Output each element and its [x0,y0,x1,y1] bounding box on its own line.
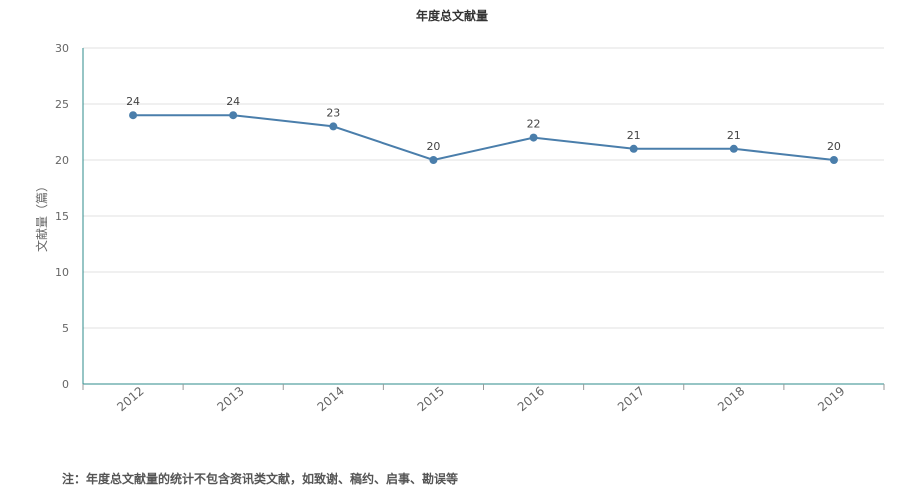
y-tick-label: 20 [55,154,69,167]
series-line-group [133,114,835,162]
y-tick-labels: 0 5 10 15 20 25 30 [55,42,69,391]
data-label: 21 [627,129,641,142]
y-tick-label: 10 [55,266,69,279]
x-tick-label: 2015 [415,384,447,414]
data-label: 23 [326,106,340,119]
data-label: 24 [226,95,240,108]
data-label: 20 [426,140,440,153]
y-tick-label: 5 [62,322,69,335]
x-tick-label: 2012 [114,384,146,414]
data-point [229,111,238,120]
x-tick-label: 2017 [615,384,647,414]
x-tick-label: 2014 [315,384,347,414]
y-tick-label: 0 [62,378,69,391]
data-label: 20 [827,140,841,153]
data-point [429,156,438,164]
x-tick-label: 2018 [715,384,747,414]
gridlines [83,47,884,329]
x-tick-labels: 2012 2013 2014 2015 2016 2017 2018 2019 [114,384,847,414]
data-point [129,111,138,120]
data-label: 22 [527,118,541,131]
axes [82,48,885,390]
data-label: 24 [126,95,140,108]
data-point [629,144,638,153]
data-point [729,144,738,153]
data-labels: 24 24 23 20 22 21 21 20 [126,95,841,153]
series-line [133,114,835,162]
data-label: 21 [727,129,741,142]
data-point [529,133,538,142]
y-axis-label: 文献量（篇） [34,180,49,252]
footnote: 注：年度总文献量的统计不包含资讯类文献，如致谢、稿约、启事、勘误等 [62,472,459,486]
y-tick-label: 15 [55,210,69,223]
x-tick-label: 2016 [515,384,547,414]
x-tick-label: 2013 [214,384,246,414]
x-tick-label: 2019 [815,384,847,414]
data-point [329,122,338,131]
y-tick-label: 30 [55,42,69,55]
data-points [129,111,838,164]
chart-title: 年度总文献量 [416,8,488,23]
y-tick-label: 25 [55,98,69,111]
data-point [829,156,838,164]
